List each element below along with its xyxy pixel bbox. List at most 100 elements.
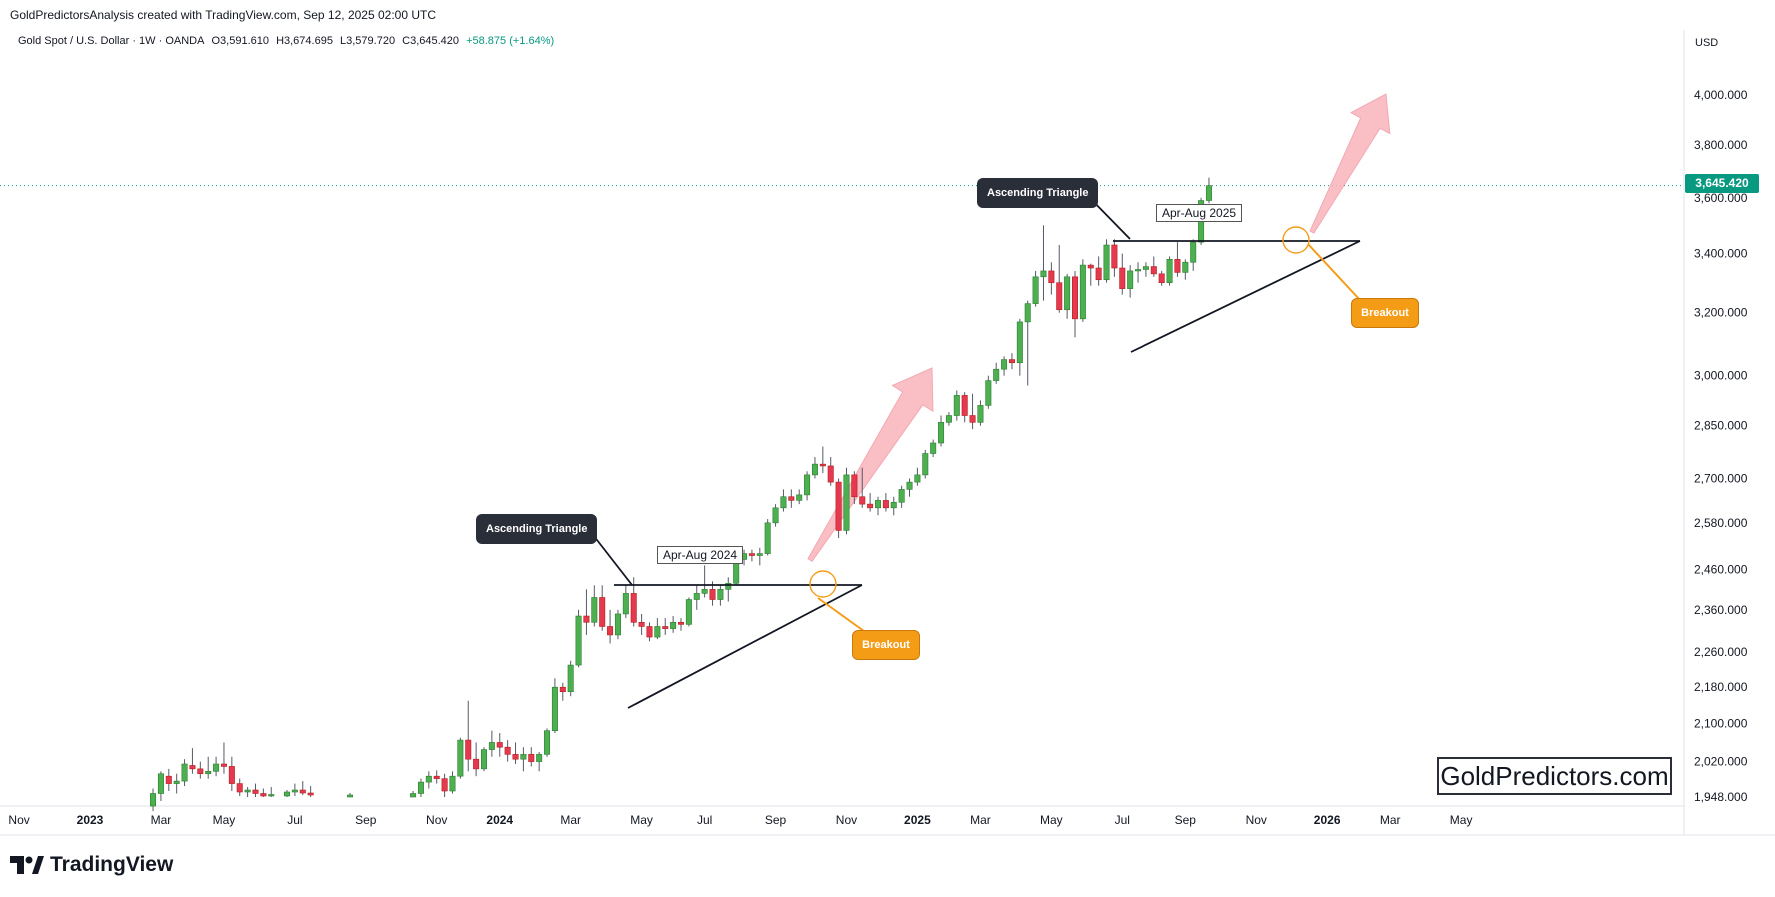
currency-label[interactable]: USD [1695,37,1719,49]
projection-arrow-2025 [1309,93,1391,234]
candle [244,787,251,797]
time-tick-label: Mar [151,813,172,827]
candle-body [1064,276,1071,310]
price-tick-label: 3,800.000 [1694,138,1748,152]
candle-body [599,597,606,627]
candle-body [1174,259,1181,273]
candles-layer [150,177,1212,812]
candle-body [236,783,243,793]
price-tick-label: 2,260.000 [1694,645,1748,659]
ascending-triangle-callout-2024[interactable]: Ascending Triangle [476,514,598,544]
candle-body [772,507,779,524]
candle-body [1111,244,1118,269]
candle-body [441,778,448,792]
candle-body [1135,269,1142,272]
candle-body [283,791,290,797]
candle-body [544,730,551,755]
candle [1056,244,1063,313]
price-axis[interactable]: 4,000.000 3,800.000 3,600.000 3,400.000 3,20… [1694,88,1748,804]
candle-body [1190,241,1197,263]
candle-body [835,481,842,531]
candle-body [551,686,558,731]
candle [347,793,354,798]
symbol-name[interactable]: Gold Spot / U.S. Dollar · 1W · OANDA [18,35,205,47]
callout-pointer-2024 [589,530,633,586]
tradingview-logo[interactable]: TradingView [10,853,173,877]
candle [993,362,1000,384]
time-tick-label: Sep [1175,813,1197,827]
candle-body [811,463,818,476]
ascending-triangle-callout-2025[interactable]: Ascending Triangle [977,178,1099,208]
price-tick-label: 2,460.000 [1694,562,1748,576]
candle [591,585,598,627]
candle-body [993,368,1000,381]
candle-body [268,794,275,797]
candle [662,618,669,635]
candle-body [922,453,929,476]
candle [670,616,677,633]
candle [457,737,464,779]
support-trendline-2025 [1130,240,1361,353]
price-tick-label: 2,100.000 [1694,717,1748,731]
symbol-legend: Gold Spot / U.S. Dollar · 1W · OANDA O3,… [18,35,558,47]
candle-body [1205,185,1212,201]
candle [425,771,432,789]
candle [938,415,945,447]
candle [1119,253,1126,295]
candle [165,768,172,792]
candle-body [930,442,937,454]
time-tick-label: May [213,813,236,827]
candle-body [638,621,645,627]
candle-body [1127,270,1134,289]
candle [614,609,621,640]
candle-body [449,775,456,792]
candle [874,496,881,516]
candle [607,609,614,644]
candle-body [977,405,984,423]
time-tick-label: Sep [765,813,787,827]
candle-body [1008,359,1015,364]
candle-body [205,770,212,775]
candle-body [867,503,874,509]
period-label-2024[interactable]: Apr-Aug 2024 [657,546,744,564]
candle-body [1087,264,1094,269]
candle-body [189,765,196,770]
candle-body [473,758,480,770]
time-tick-label: May [1040,813,1063,827]
breakout-callout-2025[interactable]: Breakout [1351,298,1419,328]
candle-body [662,626,669,629]
candle [449,771,456,794]
legend-low: L3,579.720 [340,35,396,47]
time-tick-label: 2025 [904,813,931,827]
time-tick-label: Nov [8,813,29,827]
candle-body [307,792,314,796]
candle [299,781,306,795]
candle [685,597,692,627]
time-axis[interactable]: Nov 2023 Mar May Jul Sep Nov 2024 Mar May Jul Sep No… [8,813,1472,827]
candle-body [914,474,921,483]
candle-body [843,474,850,531]
candle [536,751,543,772]
candle [1182,259,1189,280]
price-tick-label: 2,360.000 [1694,603,1748,617]
candle [1135,262,1142,283]
candle-body [433,775,440,779]
candle-body [701,589,708,594]
candle-body [961,395,968,416]
candle [843,467,850,535]
period-label-2025[interactable]: Apr-Aug 2025 [1156,204,1243,222]
breakout-callout-2024[interactable]: Breakout [852,630,920,660]
candle [307,786,314,797]
candle [788,489,795,508]
candle-body [1095,267,1102,281]
breakout-pointer-2025 [1307,243,1361,301]
candle-body [488,742,495,750]
candle [1142,262,1149,277]
candle [1008,353,1015,370]
candle [1166,256,1173,286]
price-tick-label: 3,000.000 [1694,369,1748,383]
candle [701,565,708,598]
projection-arrows [807,93,1391,562]
candle-body [260,793,267,797]
